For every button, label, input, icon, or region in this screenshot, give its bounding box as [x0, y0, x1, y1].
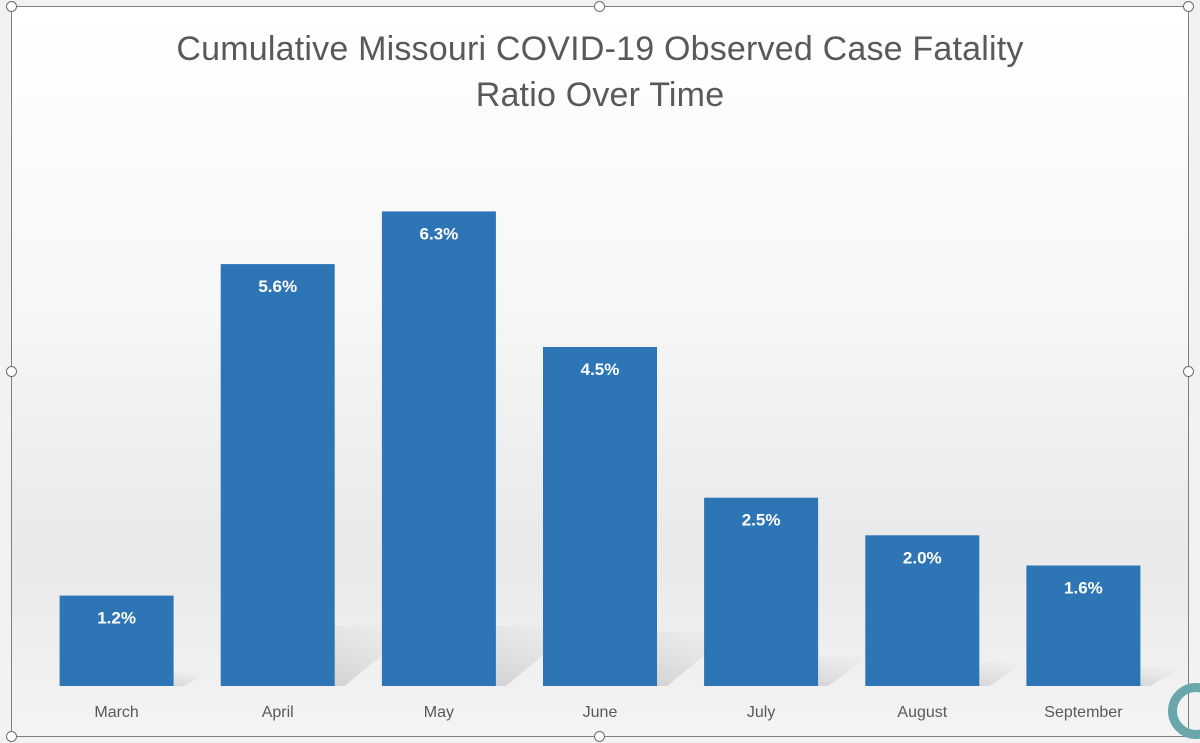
data-label-august: 2.0% [903, 548, 942, 567]
bars [59, 211, 1141, 687]
bar-april[interactable] [220, 264, 335, 686]
category-labels: March April May June July August September [94, 704, 1123, 721]
data-label-may: 6.3% [420, 224, 459, 243]
resize-handle-top[interactable] [594, 1, 605, 12]
category-label-july: July [747, 704, 775, 721]
bar-march[interactable] [59, 595, 174, 686]
data-label-july: 2.5% [742, 511, 781, 530]
category-label-june: June [583, 704, 618, 721]
bar-july[interactable] [704, 497, 819, 686]
chart-title: Cumulative Missouri COVID-19 Observed Ca… [0, 26, 1200, 118]
resize-handle-left[interactable] [6, 366, 17, 377]
resize-handle-top-right[interactable] [1183, 1, 1194, 12]
category-label-august: August [897, 704, 947, 721]
cursor-ring-icon [1168, 683, 1200, 739]
resize-handle-right[interactable] [1183, 366, 1194, 377]
bar-june[interactable] [543, 347, 657, 686]
bar-september[interactable] [1026, 565, 1141, 687]
category-label-april: April [262, 704, 294, 721]
data-label-april: 5.6% [258, 277, 297, 296]
chart-title-line-2: Ratio Over Time [475, 76, 725, 114]
category-label-september: September [1044, 704, 1123, 721]
data-labels: 1.2% 5.6% 6.3% 4.5% 2.5% 2.0% 1.6% [97, 224, 1103, 627]
resize-handle-top-left[interactable] [6, 1, 17, 12]
data-label-june: 4.5% [581, 360, 620, 379]
resize-handle-bottom[interactable] [594, 731, 605, 742]
data-label-september: 1.6% [1064, 579, 1103, 598]
data-label-march: 1.2% [97, 609, 136, 628]
category-label-march: March [94, 704, 138, 721]
bar-may[interactable] [381, 211, 496, 686]
category-label-may: May [424, 704, 454, 721]
bar-august[interactable] [865, 535, 980, 686]
chart-title-line-1: Cumulative Missouri COVID-19 Observed Ca… [176, 30, 1024, 68]
resize-handle-bottom-left[interactable] [6, 731, 17, 742]
